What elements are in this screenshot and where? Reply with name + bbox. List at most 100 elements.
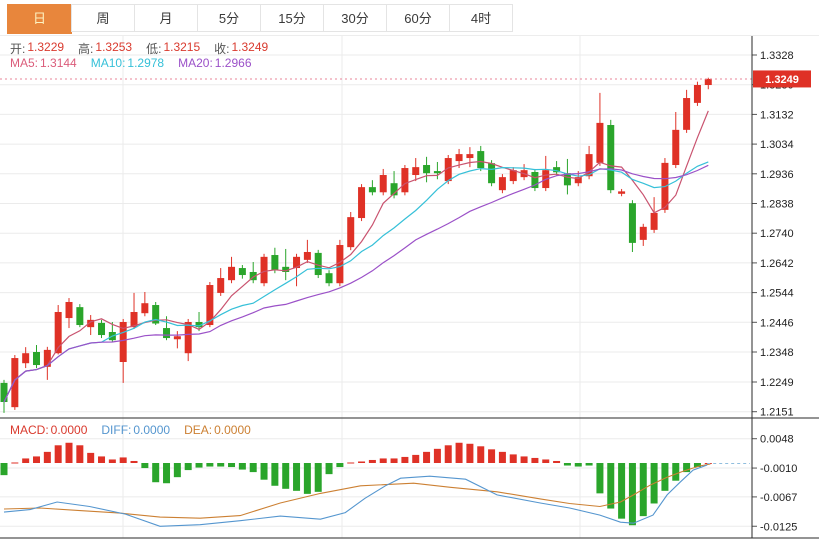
macd-bar — [628, 463, 636, 526]
macd-bar — [596, 463, 604, 494]
macd-bar — [65, 442, 73, 463]
legend-macd-label: DEA: — [184, 423, 213, 437]
macd-bar — [0, 463, 8, 476]
period-tab-1[interactable]: 周 — [71, 4, 135, 32]
legend-ohlc-label: 低: — [146, 42, 162, 56]
diff-line — [3, 464, 708, 527]
legend-macd-item-2: DEA: 0.0000 — [184, 423, 251, 437]
price-tick-label: 1.3328 — [760, 50, 794, 62]
macd-bar — [336, 463, 344, 468]
macd-bar — [347, 462, 355, 464]
candle-body — [347, 217, 355, 248]
legend-ohlc-item-0: 开: 1.3229 — [10, 40, 64, 57]
macd-bar — [303, 463, 311, 494]
period-tab-5[interactable]: 30分 — [323, 4, 387, 32]
macd-bar — [509, 454, 517, 463]
macd-bar — [607, 463, 615, 509]
macd-bar — [466, 443, 474, 463]
macd-bar — [585, 463, 593, 466]
period-tab-3[interactable]: 5分 — [197, 4, 261, 32]
price-tick-label: 1.2151 — [760, 407, 794, 419]
candle-body — [704, 78, 712, 86]
legend-macd-value: 0.0000 — [50, 423, 88, 437]
candle-body — [423, 165, 431, 174]
tabbar-divider — [0, 35, 819, 36]
macd-bar — [412, 454, 420, 463]
period-tab-4[interactable]: 15分 — [260, 4, 324, 32]
candle-body — [639, 226, 647, 240]
legend-ma-value: 1.2978 — [127, 56, 165, 70]
candle-body — [433, 171, 441, 174]
macd-bar — [358, 461, 366, 463]
macd-bar — [141, 463, 149, 469]
legend-macd-label: DIFF: — [101, 423, 132, 437]
macd-bar — [33, 456, 41, 463]
legend-ohlc-item-3: 收: 1.3249 — [214, 40, 268, 57]
macd-bar — [184, 463, 192, 471]
macd-bar — [282, 463, 290, 489]
macd-bar — [54, 445, 62, 463]
macd-legend: MACD: 0.0000 DIFF: 0.0000 DEA: 0.0000 — [10, 423, 251, 437]
candle-body — [271, 255, 279, 271]
macd-tick-label: 0.0048 — [760, 434, 794, 446]
macd-bar — [314, 463, 322, 492]
macd-bar — [98, 456, 106, 463]
candle-body — [0, 382, 8, 403]
candle-body — [228, 266, 236, 281]
period-tab-0[interactable]: 日 — [7, 4, 72, 34]
macd-bar — [444, 445, 452, 463]
period-tab-7[interactable]: 4时 — [449, 4, 513, 32]
macd-bar — [87, 452, 95, 463]
candle-body — [358, 187, 366, 219]
macd-bar — [293, 463, 301, 491]
macd-bar — [423, 451, 431, 463]
macd-tick-label: -0.0010 — [760, 463, 797, 475]
legend-ohlc-value: 1.3249 — [231, 40, 269, 54]
macd-bar — [325, 463, 333, 475]
macd-bar — [618, 463, 626, 519]
price-tick-label: 1.2446 — [760, 317, 794, 329]
candle-body — [477, 151, 485, 169]
macd-bar — [433, 448, 441, 463]
candle-body — [282, 266, 290, 272]
candle-body — [184, 321, 192, 354]
period-tabbar: 日周月 5分 15分 30分 60分 4时 — [7, 4, 513, 34]
candle-body — [596, 122, 604, 163]
macd-bar — [11, 462, 19, 464]
price-tick-label: 1.3132 — [760, 109, 794, 121]
legend-ma-item-0: MA5: 1.3144 — [10, 56, 77, 70]
macd-bar — [368, 459, 376, 463]
candle-body — [130, 311, 138, 328]
candle-body — [585, 154, 593, 177]
candle-body — [260, 256, 268, 284]
period-tab-6[interactable]: 60分 — [386, 4, 450, 32]
candle-body — [379, 175, 387, 193]
price-tick-label: 1.2740 — [760, 228, 794, 240]
macd-bar — [228, 463, 236, 468]
legend-ohlc-value: 1.3229 — [27, 40, 65, 54]
period-tab-2[interactable]: 月 — [134, 4, 198, 32]
legend-ma-item-2: MA20: 1.2966 — [178, 56, 251, 70]
legend-ma-value: 1.3144 — [40, 56, 77, 70]
candle-body — [33, 351, 41, 366]
legend-ma-label: MA5: — [10, 56, 39, 70]
legend-ma-value: 1.2966 — [214, 56, 252, 70]
current-price-badge — [753, 70, 811, 88]
candle-body — [65, 301, 73, 319]
candle-body — [303, 251, 311, 260]
candle-body — [217, 278, 225, 293]
candle-body — [390, 183, 398, 196]
price-tick-label: 1.2544 — [760, 288, 794, 300]
candle-body — [618, 191, 626, 194]
candle-body — [628, 203, 636, 243]
macd-bar — [206, 463, 214, 467]
candle-body — [43, 349, 51, 367]
legend-macd-item-1: DIFF: 0.0000 — [101, 423, 170, 437]
candle-body — [195, 321, 203, 328]
candle-body — [488, 163, 496, 184]
macd-bar — [130, 460, 138, 463]
candle-body — [563, 173, 571, 186]
macd-bar — [217, 463, 225, 467]
macd-bar — [238, 463, 246, 470]
